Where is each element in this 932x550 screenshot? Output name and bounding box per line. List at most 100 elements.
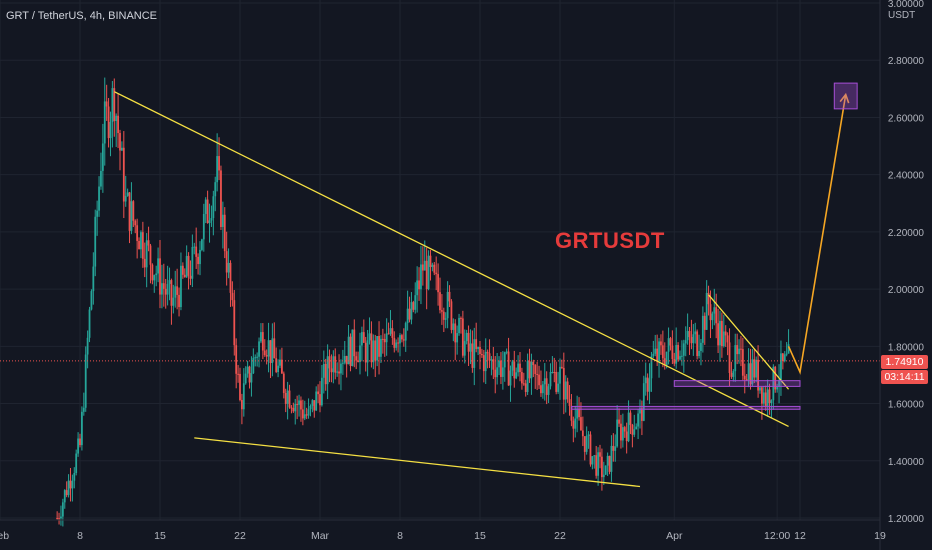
candle-body bbox=[244, 373, 247, 384]
candle-body bbox=[660, 341, 662, 346]
candle-body bbox=[543, 378, 546, 385]
candle-body bbox=[92, 266, 95, 292]
candle-body bbox=[153, 275, 156, 281]
candle-body bbox=[79, 438, 81, 446]
candle-body bbox=[446, 291, 449, 319]
candle-body bbox=[130, 201, 133, 231]
time-axis[interactable]: Feb 8 15 22 Mar 8 15 22 Apr 12:00 12 19 bbox=[0, 519, 886, 542]
candle-body bbox=[597, 452, 599, 476]
price-axis[interactable]: 3.00000 2.80000 2.60000 2.40000 2.20000 2.000… bbox=[879, 0, 925, 550]
candle-body bbox=[362, 332, 365, 343]
price-tick-label: 2.60000 bbox=[888, 113, 925, 124]
candle-body bbox=[397, 342, 399, 344]
candle-body bbox=[220, 170, 222, 227]
candle-body bbox=[223, 214, 226, 252]
candle-body bbox=[764, 392, 767, 407]
price-tick-label: 2.40000 bbox=[888, 171, 925, 182]
candle-body bbox=[681, 355, 683, 357]
candle-body bbox=[178, 294, 180, 308]
candle-body bbox=[728, 342, 731, 373]
candle-body bbox=[191, 247, 194, 279]
candle-body bbox=[559, 366, 561, 384]
candle-body bbox=[183, 274, 186, 278]
candle-body bbox=[650, 356, 653, 379]
candle-body bbox=[673, 359, 676, 364]
candle-body bbox=[401, 335, 403, 340]
candle-body bbox=[157, 258, 159, 274]
candle-body bbox=[246, 366, 249, 374]
candle-body bbox=[463, 341, 466, 356]
candle-body bbox=[128, 192, 131, 231]
time-tick-label: 22 bbox=[554, 530, 566, 542]
candle-body bbox=[258, 341, 260, 357]
candle-body bbox=[132, 201, 135, 221]
time-tick-label: 12 bbox=[794, 530, 806, 542]
candle-body bbox=[633, 429, 636, 435]
candle-body bbox=[547, 386, 550, 395]
projection-arrowhead bbox=[839, 92, 850, 104]
candle-body bbox=[319, 394, 321, 406]
candle-body bbox=[566, 381, 569, 400]
wedge-trendline bbox=[708, 294, 790, 390]
candle-body bbox=[353, 329, 356, 357]
candle-body bbox=[326, 356, 329, 385]
candle-countdown: 03:14:11 bbox=[881, 370, 928, 384]
symbol-annotation[interactable]: GRTUSDT bbox=[555, 228, 665, 253]
candle-body bbox=[376, 336, 379, 361]
candle-body bbox=[658, 341, 660, 362]
candle-body bbox=[60, 516, 62, 519]
candle-body bbox=[431, 264, 434, 267]
candle-body bbox=[747, 363, 750, 380]
time-tick-label: 12:00 bbox=[764, 530, 790, 542]
candle-body bbox=[412, 302, 415, 310]
candle-body bbox=[214, 182, 217, 197]
candle-body bbox=[479, 347, 481, 355]
drawings[interactable] bbox=[113, 82, 858, 488]
current-price-tag: 1.74910 bbox=[881, 355, 928, 369]
candle-body bbox=[73, 472, 76, 481]
candle-body bbox=[762, 392, 765, 404]
candle-body bbox=[454, 323, 457, 343]
candle-body bbox=[340, 363, 342, 374]
candle-body bbox=[433, 264, 436, 273]
candle-body bbox=[282, 373, 285, 393]
candle-body bbox=[555, 372, 558, 392]
candle-body bbox=[587, 434, 590, 436]
candle-body bbox=[252, 357, 255, 374]
candles bbox=[0, 77, 880, 527]
candle-body bbox=[477, 347, 479, 349]
candle-body bbox=[364, 342, 367, 363]
candle-body bbox=[90, 291, 93, 310]
candle-body bbox=[505, 351, 508, 353]
candle-body bbox=[164, 288, 167, 295]
candle-body bbox=[530, 361, 533, 379]
candle-body bbox=[235, 345, 238, 374]
grid bbox=[0, 0, 881, 520]
candle-body bbox=[671, 345, 674, 360]
candle-body bbox=[601, 456, 603, 478]
candle-body bbox=[237, 373, 239, 375]
candle-body bbox=[111, 88, 114, 122]
candle-body bbox=[511, 361, 514, 371]
candle-body bbox=[589, 434, 592, 465]
time-tick-label: Apr bbox=[666, 530, 683, 542]
candle-body bbox=[513, 361, 516, 379]
candle-body bbox=[162, 283, 165, 289]
candle-body bbox=[501, 367, 504, 377]
candle-body bbox=[168, 280, 171, 284]
candle-body bbox=[134, 220, 137, 226]
candle-body bbox=[290, 407, 293, 409]
candle-body bbox=[366, 340, 369, 363]
candle-body bbox=[204, 199, 207, 214]
candle-body bbox=[694, 331, 697, 335]
candle-body bbox=[734, 345, 737, 372]
candle-body bbox=[576, 408, 579, 419]
candle-body bbox=[717, 323, 719, 346]
candle-body bbox=[370, 333, 373, 363]
candle-body bbox=[444, 318, 447, 320]
time-tick-label: 15 bbox=[474, 530, 486, 542]
candle-body bbox=[700, 342, 702, 351]
candle-body bbox=[101, 143, 104, 171]
